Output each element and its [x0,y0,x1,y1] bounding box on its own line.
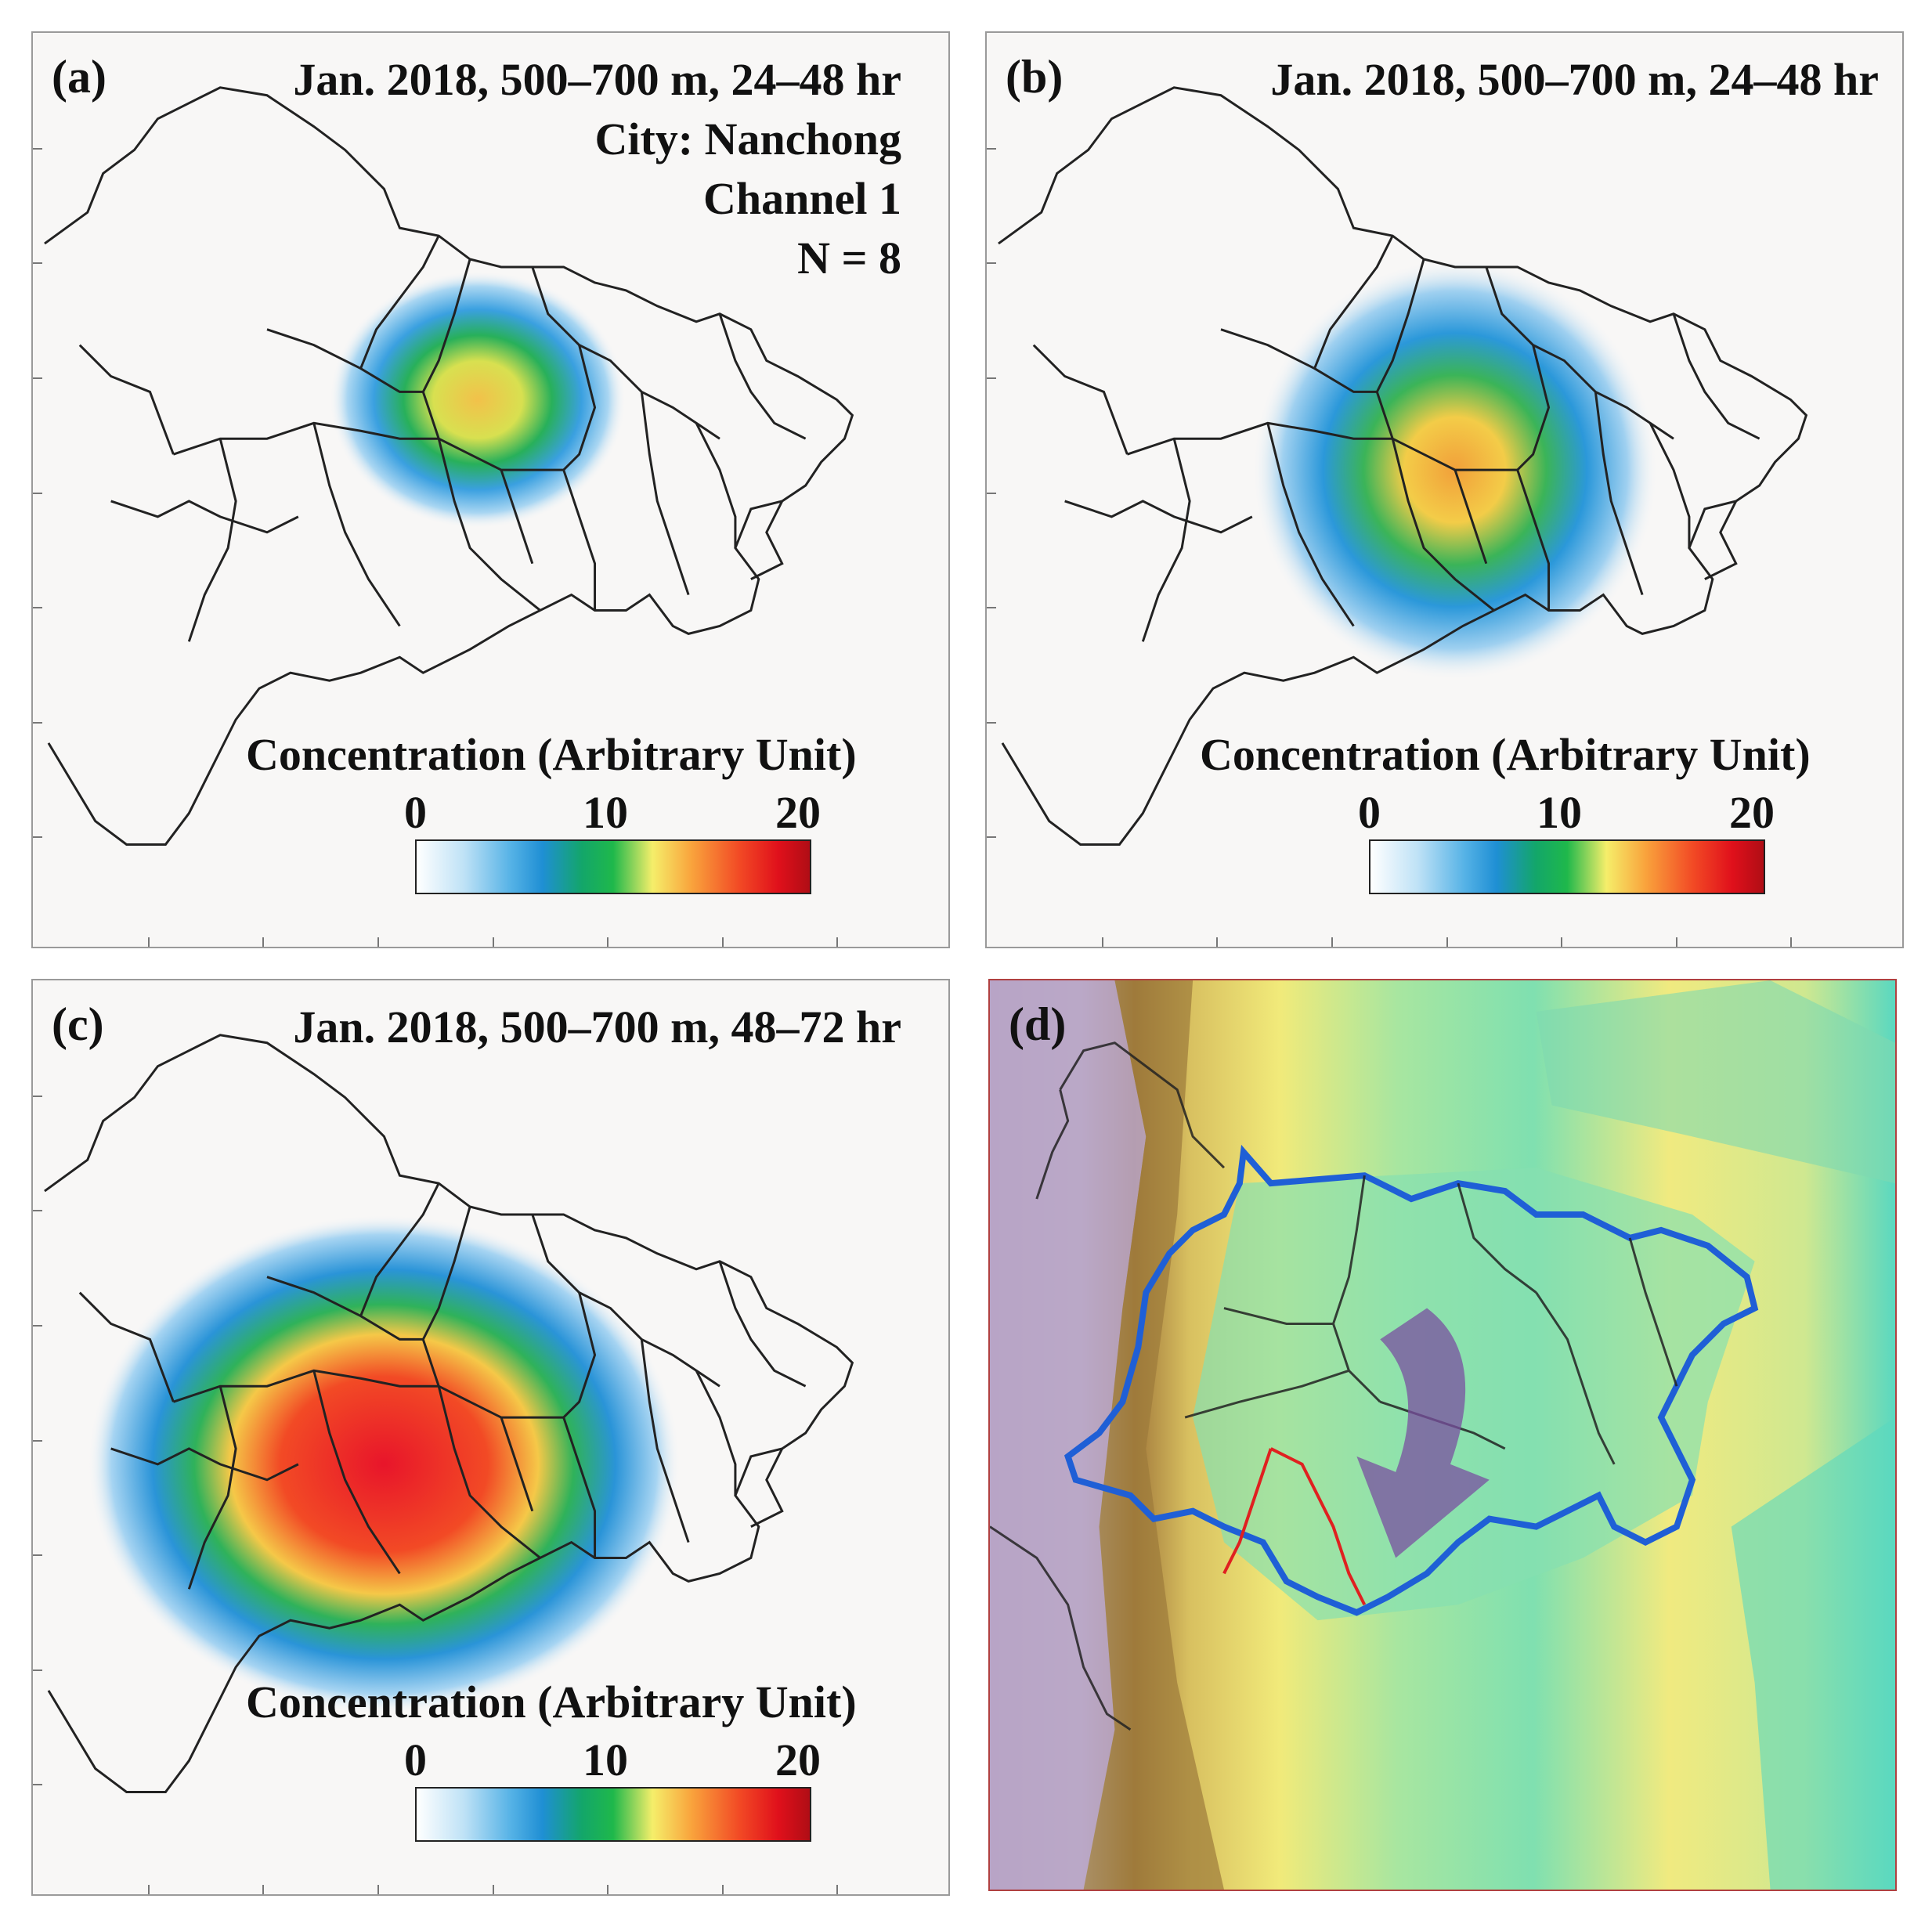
panel-c: (c) Jan. 2018, 500–700 m, 48–72 hr Conce… [31,979,950,1896]
axis-tick [1790,937,1792,947]
colorbar-tick-0: 0 [404,787,427,838]
colorbar-tick-10: 10 [583,787,628,838]
title-line-date-height: Jan. 2018, 500–700 m, 24–48 hr [1270,54,1879,105]
panel-title: Jan. 2018, 500–700 m, 48–72 hr [293,998,901,1057]
transport-arrow [1356,1308,1490,1558]
axis-tick [607,1885,608,1894]
colorbar-title: Concentration (Arbitrary Unit) [246,1677,857,1727]
colorbar-tick-10: 10 [1537,787,1582,838]
lowland-east [1731,1417,1895,1890]
lowland-north [1536,980,1895,1184]
axis-tick [262,937,264,947]
axis-tick [1102,937,1103,947]
colorbar-tick-20: 20 [775,1734,821,1785]
axis-tick [836,937,838,947]
map-panel-a [43,86,854,846]
colorbar-title: Concentration (Arbitrary Unit) [246,729,857,780]
axis-tick [1561,937,1562,947]
plume-panel-a [329,270,627,529]
plateau-area [990,980,1147,1890]
axis-tick [987,722,996,724]
colorbar-tick-0: 0 [404,1734,427,1785]
colorbar-title: Concentration (Arbitrary Unit) [1200,729,1811,780]
axis-tick [722,1885,724,1894]
axis-tick [33,1670,42,1671]
axis-tick [987,607,996,608]
colorbar-tick-10: 10 [583,1734,628,1785]
map-panel-b [997,86,1807,846]
panel-a: (a) Jan. 2018, 500–700 m, 24–48 hr City:… [31,31,950,948]
title-line-channel: Channel 1 [702,173,901,224]
axis-tick [987,262,996,264]
title-line-count: N = 8 [797,233,901,283]
title-line-date-height: Jan. 2018, 500–700 m, 24–48 hr [293,54,901,105]
admin-boundaries [990,1041,1678,1731]
plume-panel-c [87,1214,681,1714]
panel-d: (d) [988,979,1897,1891]
axis-tick [33,1784,42,1785]
axis-tick [33,493,42,494]
title-line-city: City: Nanchong [594,114,901,164]
highlight-boundary [1222,1447,1367,1606]
terrain-map [990,980,1895,1890]
panel-title: Jan. 2018, 500–700 m, 24–48 hr City: Nan… [293,50,901,288]
colorbar [415,1787,811,1842]
axis-tick [262,1885,264,1894]
axis-tick [33,1554,42,1556]
panel-label: (d) [1009,998,1067,1050]
axis-tick [33,607,42,608]
axis-tick [33,148,42,150]
panel-label: (c) [52,998,104,1050]
title-line-date-height: Jan. 2018, 500–700 m, 48–72 hr [293,1002,901,1052]
axis-tick [148,937,150,947]
axis-tick [148,1885,150,1894]
axis-tick [1331,937,1333,947]
colorbar-tick-0: 0 [1358,787,1381,838]
axis-tick [33,262,42,264]
axis-tick [493,1885,494,1894]
axis-tick [987,836,996,838]
axis-tick [493,937,494,947]
axis-tick [33,1210,42,1211]
axis-tick [987,493,996,494]
colorbar-tick-20: 20 [775,787,821,838]
axis-tick [33,1096,42,1097]
axis-tick [722,937,724,947]
panel-b: (b) Jan. 2018, 500–700 m, 24–48 hr Conce… [985,31,1904,948]
panel-label: (a) [52,51,107,103]
colorbar [415,839,811,894]
panel-label: (b) [1006,51,1064,103]
axis-tick [836,1885,838,1894]
axis-tick [33,836,42,838]
axis-tick [377,1885,379,1894]
axis-tick [987,377,996,379]
panel-title: Jan. 2018, 500–700 m, 24–48 hr [1270,50,1879,110]
colorbar [1369,839,1765,894]
colorbar-tick-20: 20 [1729,787,1775,838]
axis-tick [33,377,42,379]
axis-tick [1446,937,1448,947]
axis-tick [987,148,996,150]
basin-boundary [1064,1144,1759,1616]
mountain-area [1083,980,1224,1890]
axis-tick [33,1325,42,1327]
axis-tick [1676,937,1677,947]
axis-tick [607,937,608,947]
axis-tick [1216,937,1218,947]
axis-tick [33,1440,42,1442]
basin-area [1193,1168,1755,1621]
map-panel-c [43,1034,854,1793]
axis-tick [377,937,379,947]
axis-tick [33,722,42,724]
